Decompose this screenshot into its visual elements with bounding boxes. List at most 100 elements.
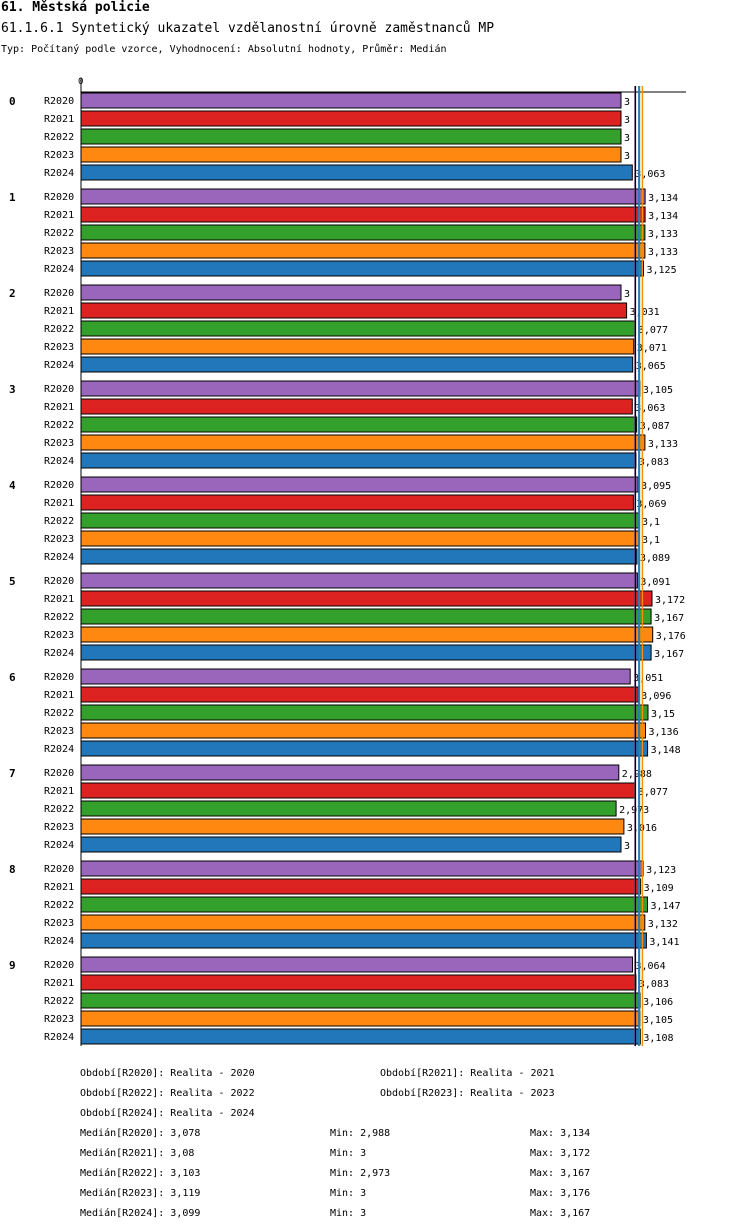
bar-2-R2021 bbox=[80, 302, 628, 319]
series-label: R2023 bbox=[44, 822, 74, 833]
bar-7-R2020 bbox=[80, 764, 620, 781]
value-label: 3 bbox=[624, 115, 630, 126]
bar-2-R2022 bbox=[80, 320, 636, 337]
series-label: R2023 bbox=[44, 1014, 74, 1025]
series-label: R2024 bbox=[44, 360, 74, 371]
series-label: R2020 bbox=[44, 96, 74, 107]
value-label: 3,089 bbox=[640, 553, 670, 564]
series-label: R2024 bbox=[44, 168, 74, 179]
value-label: 3,133 bbox=[648, 247, 678, 258]
stat-max-r2022: Max: 3,167 bbox=[530, 1168, 591, 1179]
value-label: 3,134 bbox=[648, 211, 678, 222]
value-label: 3,105 bbox=[643, 385, 673, 396]
bar-1-R2023 bbox=[80, 242, 646, 259]
chart-title: 61. Městská policie bbox=[1, 0, 150, 15]
value-label: 3,063 bbox=[635, 403, 665, 414]
stat-median-r2022: Medián[R2022]: 3,103 bbox=[80, 1168, 201, 1179]
stat-max-r2024: Max: 3,167 bbox=[530, 1208, 591, 1219]
series-label: R2024 bbox=[44, 1032, 74, 1043]
group-label-6: 6 bbox=[9, 671, 16, 684]
value-label: 3 bbox=[624, 97, 630, 108]
bar-5-R2020 bbox=[80, 572, 638, 589]
series-label: R2022 bbox=[44, 996, 74, 1007]
bar-3-R2020 bbox=[80, 380, 641, 397]
bar-1-R2020 bbox=[80, 188, 646, 205]
chart-subtitle: 61.1.6.1 Syntetický ukazatel vzdělanostn… bbox=[1, 21, 495, 36]
value-label: 3,1 bbox=[642, 517, 660, 528]
group-label-3: 3 bbox=[9, 383, 16, 396]
group-label-1: 1 bbox=[9, 191, 16, 204]
bar-9-R2022 bbox=[80, 992, 641, 1009]
value-label: 3,095 bbox=[641, 481, 671, 492]
value-label: 3,125 bbox=[647, 265, 677, 276]
stat-max-r2021: Max: 3,172 bbox=[530, 1148, 591, 1159]
series-label: R2024 bbox=[44, 744, 74, 755]
bar-8-R2020 bbox=[80, 860, 644, 877]
legend-period-r2021: Období[R2021]: Realita - 2021 bbox=[380, 1068, 555, 1079]
group-label-0: 0 bbox=[9, 95, 16, 108]
series-label: R2020 bbox=[44, 384, 74, 395]
series-label: R2020 bbox=[44, 288, 74, 299]
value-label: 3,123 bbox=[646, 865, 676, 876]
value-label: 3,132 bbox=[648, 919, 678, 930]
bar-4-R2022 bbox=[80, 512, 640, 529]
value-label: 3,063 bbox=[635, 169, 665, 180]
value-label: 3,106 bbox=[643, 997, 673, 1008]
bar-3-R2021 bbox=[80, 398, 633, 415]
series-label: R2023 bbox=[44, 630, 74, 641]
bar-7-R2022 bbox=[80, 800, 617, 817]
value-label: 3,167 bbox=[654, 613, 684, 624]
value-label: 3,167 bbox=[654, 649, 684, 660]
legend-period-r2024: Období[R2024]: Realita - 2024 bbox=[80, 1108, 255, 1119]
series-label: R2021 bbox=[44, 690, 74, 701]
bar-1-R2024 bbox=[80, 260, 644, 277]
value-label: 3,051 bbox=[633, 673, 663, 684]
series-label: R2021 bbox=[44, 210, 74, 221]
bar-8-R2021 bbox=[80, 878, 642, 895]
bar-4-R2023 bbox=[80, 530, 640, 547]
series-label: R2024 bbox=[44, 552, 74, 563]
value-label: 3,083 bbox=[639, 979, 669, 990]
bar-6-R2022 bbox=[80, 704, 649, 721]
series-label: R2022 bbox=[44, 420, 74, 431]
series-label: R2024 bbox=[44, 936, 74, 947]
series-label: R2022 bbox=[44, 708, 74, 719]
bar-6-R2021 bbox=[80, 686, 639, 703]
group-label-9: 9 bbox=[9, 959, 16, 972]
group-label-4: 4 bbox=[9, 479, 16, 492]
bar-3-R2023 bbox=[80, 434, 646, 451]
bar-0-R2020 bbox=[80, 92, 622, 109]
value-label: 3,031 bbox=[630, 307, 660, 318]
bar-4-R2024 bbox=[80, 548, 638, 565]
series-label: R2021 bbox=[44, 882, 74, 893]
series-label: R2020 bbox=[44, 768, 74, 779]
series-label: R2020 bbox=[44, 672, 74, 683]
bar-2-R2020 bbox=[80, 284, 622, 301]
value-label: 2,973 bbox=[619, 805, 649, 816]
series-label: R2021 bbox=[44, 786, 74, 797]
legend-period-r2020: Období[R2020]: Realita - 2020 bbox=[80, 1068, 255, 1079]
series-label: R2023 bbox=[44, 438, 74, 449]
value-label: 3,065 bbox=[636, 361, 666, 372]
series-label: R2021 bbox=[44, 594, 74, 605]
stat-max-r2023: Max: 3,176 bbox=[530, 1188, 591, 1199]
bar-2-R2023 bbox=[80, 338, 635, 355]
series-label: R2023 bbox=[44, 246, 74, 257]
value-label: 3,141 bbox=[649, 937, 679, 948]
series-label: R2023 bbox=[44, 534, 74, 545]
bar-3-R2022 bbox=[80, 416, 638, 433]
group-label-2: 2 bbox=[9, 287, 16, 300]
bar-chart: 00R20203R20213R20223R20233R20243,0631R20… bbox=[9, 77, 686, 1046]
series-label: R2024 bbox=[44, 840, 74, 851]
value-label: 3,147 bbox=[651, 901, 681, 912]
series-label: R2021 bbox=[44, 402, 74, 413]
series-label: R2020 bbox=[44, 864, 74, 875]
series-label: R2020 bbox=[44, 960, 74, 971]
value-label: 3,15 bbox=[651, 709, 675, 720]
series-label: R2022 bbox=[44, 612, 74, 623]
bar-7-R2024 bbox=[80, 836, 622, 853]
bar-2-R2024 bbox=[80, 356, 634, 373]
value-label: 3,077 bbox=[638, 325, 668, 336]
series-label: R2020 bbox=[44, 480, 74, 491]
bar-5-R2023 bbox=[80, 626, 654, 643]
